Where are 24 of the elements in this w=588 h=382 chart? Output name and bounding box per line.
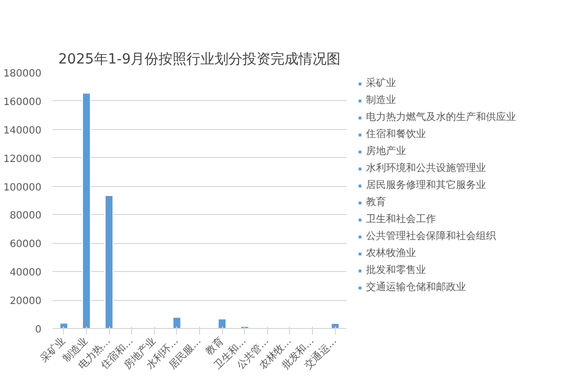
legend-label: 卫生和社会工作 <box>366 212 436 226</box>
y-tick-label: 80000 <box>10 210 42 222</box>
legend-label: 交通运输仓储和邮政业 <box>366 280 466 294</box>
y-tick-label: 100000 <box>3 182 42 194</box>
legend-label: 公共管理社会保障和社会组织 <box>366 230 496 243</box>
y-tick-label: 140000 <box>3 125 42 136</box>
legend-label: 教育 <box>366 196 386 209</box>
y-tick-label: 20000 <box>10 296 42 308</box>
chart-title: 2025年1-9月份按照行业划分投资完成情况图 <box>58 52 341 68</box>
y-tick-label: 60000 <box>10 239 42 250</box>
legend-label: 批发和零售业 <box>366 264 426 277</box>
y-tick-label: 180000 <box>3 68 42 80</box>
y-tick-label: 0 <box>35 324 42 336</box>
legend-label: 制造业 <box>366 94 396 107</box>
y-tick-label: 40000 <box>10 268 42 279</box>
legend-label: 水利环境和公共设施管理业 <box>366 162 486 175</box>
legend-label: 住宿和餐饮业 <box>366 128 426 141</box>
legend-label: 居民服务修理和其它服务业 <box>366 178 486 192</box>
y-tick-label: 160000 <box>3 96 42 108</box>
legend-label: 采矿业 <box>366 76 396 90</box>
legend-label: 农林牧渔业 <box>366 246 416 260</box>
legend-label: 电力热力燃气及水的生产和供应业 <box>366 110 516 124</box>
y-tick-label: 120000 <box>3 154 42 165</box>
legend-label: 房地产业 <box>366 144 406 158</box>
